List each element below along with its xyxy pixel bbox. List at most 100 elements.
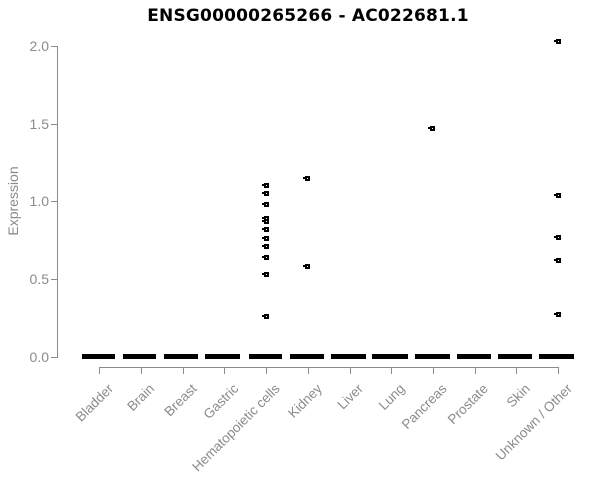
zero-cluster-point — [213, 354, 219, 360]
zero-cluster-point — [126, 354, 132, 360]
y-axis-tick — [51, 279, 57, 280]
data-point — [261, 313, 269, 319]
data-point — [261, 254, 269, 260]
zero-cluster-point — [263, 354, 269, 360]
zero-cluster-point — [109, 354, 115, 360]
zero-cluster-point — [270, 354, 276, 360]
zero-cluster-point — [473, 354, 479, 360]
zero-cluster-point — [566, 354, 572, 360]
data-point — [553, 257, 561, 263]
zero-cluster-point — [559, 354, 565, 360]
x-axis-tick — [350, 368, 351, 374]
zero-cluster-point — [396, 354, 402, 360]
zero-cluster-point — [185, 354, 191, 360]
zero-cluster-point — [165, 354, 171, 360]
zero-cluster-point — [403, 354, 409, 360]
zero-cluster-point — [374, 354, 380, 360]
x-axis-tick — [558, 368, 559, 374]
data-point — [428, 125, 436, 131]
zero-cluster-point — [144, 354, 150, 360]
y-tick-label: 1.5 — [29, 116, 49, 132]
zero-cluster-point — [348, 354, 354, 360]
zero-cluster-point — [343, 354, 349, 360]
y-axis-line — [57, 46, 58, 358]
zero-cluster-point — [84, 354, 90, 360]
zero-cluster-point — [234, 354, 240, 360]
x-axis-tick — [99, 368, 100, 374]
zero-cluster-point — [432, 354, 438, 360]
zero-cluster-point — [334, 354, 340, 360]
data-point — [553, 192, 561, 198]
y-tick-label: 0.0 — [29, 349, 49, 365]
zero-cluster-point — [538, 354, 544, 360]
zero-cluster-point — [276, 354, 282, 360]
zero-cluster-point — [260, 354, 266, 360]
zero-cluster-point — [100, 354, 106, 360]
zero-cluster-point — [137, 354, 143, 360]
x-tick-label: Breast — [161, 381, 200, 420]
y-axis-tick — [51, 46, 57, 47]
zero-cluster-point — [378, 354, 384, 360]
zero-cluster-point — [319, 354, 325, 360]
zero-cluster-point — [251, 354, 257, 360]
zero-cluster-point — [171, 354, 177, 360]
data-point — [553, 38, 561, 44]
x-axis-tick — [308, 368, 309, 374]
zero-cluster-point — [477, 354, 483, 360]
x-axis-tick — [141, 368, 142, 374]
data-point — [261, 271, 269, 277]
x-tick-label: Pancreas — [398, 381, 450, 432]
zero-cluster-point — [151, 354, 157, 360]
data-point — [261, 183, 269, 189]
chart-title: ENSG00000265266 - AC022681.1 — [147, 6, 469, 26]
y-axis-tick — [51, 201, 57, 202]
zero-cluster-point — [360, 354, 366, 360]
zero-cluster-point — [542, 354, 548, 360]
zero-cluster-point — [481, 354, 487, 360]
zero-cluster-point — [444, 354, 450, 360]
y-tick-label: 1.0 — [29, 193, 49, 209]
zero-cluster-point — [131, 354, 137, 360]
zero-cluster-point — [510, 354, 516, 360]
zero-cluster-point — [546, 354, 552, 360]
y-axis-tick — [51, 124, 57, 125]
x-tick-label: Skin — [503, 381, 534, 411]
zero-cluster-point — [497, 354, 503, 360]
zero-cluster-point — [438, 354, 444, 360]
x-axis-line — [99, 367, 560, 368]
zero-cluster-point — [425, 354, 431, 360]
data-point — [303, 175, 311, 181]
x-tick-label: Lung — [376, 381, 408, 413]
zero-cluster-point — [470, 354, 476, 360]
zero-cluster-point — [311, 354, 317, 360]
x-axis-tick — [391, 368, 392, 374]
zero-cluster-point — [456, 354, 462, 360]
data-point — [261, 201, 269, 207]
zero-cluster-point — [485, 354, 491, 360]
data-point — [261, 243, 269, 249]
data-point — [261, 226, 269, 232]
data-point — [261, 218, 269, 224]
x-tick-label: Brain — [124, 381, 158, 414]
zero-cluster-point — [87, 354, 93, 360]
zero-cluster-point — [192, 354, 198, 360]
zero-cluster-point — [337, 354, 343, 360]
x-tick-label: Prostate — [445, 381, 492, 428]
zero-cluster-point — [355, 354, 361, 360]
zero-cluster-point — [388, 354, 394, 360]
zero-cluster-point — [555, 354, 561, 360]
data-point — [261, 191, 269, 197]
zero-cluster-point — [226, 354, 232, 360]
zero-cluster-point — [315, 354, 321, 360]
data-point — [303, 264, 311, 270]
x-axis-tick — [266, 368, 267, 374]
zero-cluster-point — [415, 354, 421, 360]
zero-cluster-point — [419, 354, 425, 360]
zero-cluster-point — [400, 354, 406, 360]
x-axis-tick — [433, 368, 434, 374]
x-tick-label: Kidney — [284, 381, 325, 421]
zero-cluster-point — [305, 354, 311, 360]
data-point — [261, 236, 269, 242]
y-tick-label: 2.0 — [29, 38, 49, 54]
